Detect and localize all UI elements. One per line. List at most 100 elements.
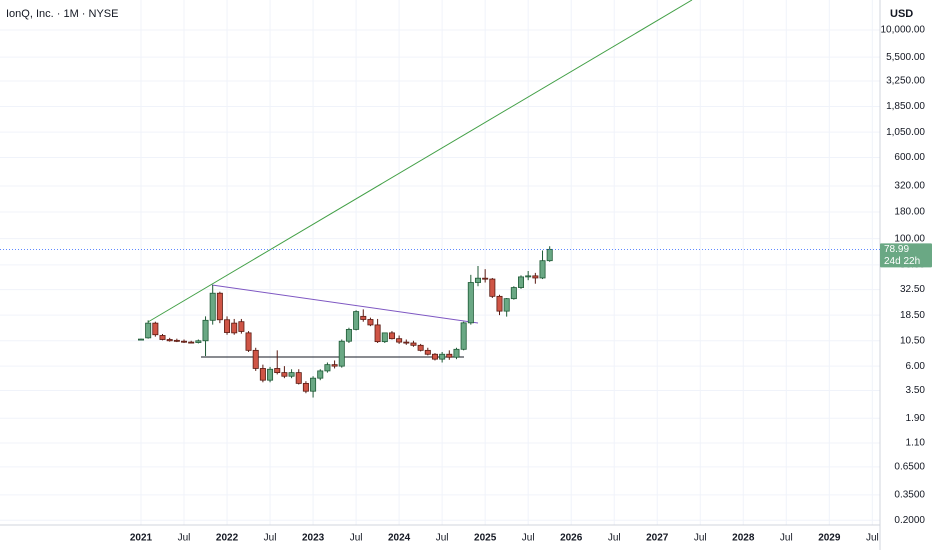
y-tick-label: 18.50 xyxy=(900,310,925,321)
candle-body xyxy=(338,340,345,367)
chart-title: IonQ, Inc. · 1M · NYSE xyxy=(6,8,118,20)
candle-body xyxy=(302,382,309,392)
price-label: 78.99 xyxy=(884,244,909,255)
candle-body xyxy=(403,341,410,344)
x-tick-label: 2029 xyxy=(818,533,841,544)
candle-body xyxy=(446,353,453,358)
candle-body xyxy=(345,328,352,342)
candle-body xyxy=(546,248,553,262)
candle-body xyxy=(317,370,324,379)
y-tick-label: 100.00 xyxy=(894,233,925,244)
candle-body xyxy=(159,335,166,340)
candle-body xyxy=(245,332,252,351)
candle-body xyxy=(532,275,539,279)
x-tick-label: 2023 xyxy=(302,533,325,544)
candle-body xyxy=(259,368,266,381)
candle-body xyxy=(331,364,338,367)
candle-body xyxy=(145,322,152,339)
y-tick-label: 3.50 xyxy=(906,385,926,396)
countdown-label: 24d 22h xyxy=(884,256,920,267)
candle-body xyxy=(510,287,517,300)
candle-body xyxy=(489,278,496,297)
candle-body xyxy=(353,311,360,330)
x-tick-label: Jul xyxy=(436,533,449,544)
y-tick-label: 32.50 xyxy=(900,284,925,295)
y-tick-label: 10.50 xyxy=(900,335,925,346)
candle-body xyxy=(381,332,388,343)
candle-body xyxy=(288,372,295,377)
candle-body xyxy=(173,339,180,342)
y-tick-label: 10,000.00 xyxy=(881,25,926,36)
y-tick-label: 0.3500 xyxy=(894,490,925,501)
candle-body xyxy=(467,282,474,324)
candle-body xyxy=(417,344,424,351)
candle-body xyxy=(166,339,173,342)
grid xyxy=(0,0,880,525)
candle-body xyxy=(195,340,202,343)
currency: USD xyxy=(890,8,913,20)
x-tick-label: 2021 xyxy=(130,533,153,544)
candle-body xyxy=(388,332,395,340)
candle-body xyxy=(231,322,238,334)
candle-body xyxy=(410,342,417,346)
candle-body xyxy=(360,315,367,320)
trend-line xyxy=(147,0,693,323)
candle-body xyxy=(525,275,532,278)
y-tick-label: 5,500.00 xyxy=(886,52,925,63)
candle-body xyxy=(439,353,446,360)
y-tick-label: 1,050.00 xyxy=(886,127,925,138)
candle-body xyxy=(396,338,403,343)
y-tick-label: 1,850.00 xyxy=(886,101,925,112)
candle-body xyxy=(431,353,438,360)
candle-body xyxy=(539,260,546,279)
trend-line xyxy=(211,284,479,324)
candle-body xyxy=(453,348,460,358)
candle-body xyxy=(209,292,216,321)
x-tick-label: Jul xyxy=(780,533,793,544)
candle-body xyxy=(202,319,209,342)
y-tick-label: 1.90 xyxy=(906,413,926,424)
x-tick-label: Jul xyxy=(694,533,707,544)
x-tick-label: 2028 xyxy=(732,533,755,544)
candle-body xyxy=(188,341,195,344)
y-tick-label: 6.00 xyxy=(906,361,926,372)
candle-body xyxy=(281,372,288,377)
y-tick-label: 3,250.00 xyxy=(886,76,925,87)
candle-body xyxy=(216,292,223,321)
x-tick-label: 2022 xyxy=(216,533,239,544)
y-tick-label: 0.6500 xyxy=(894,461,925,472)
candle-body xyxy=(424,349,431,355)
candle-body xyxy=(238,321,245,332)
candle-body xyxy=(474,277,481,283)
y-tick-label: 180.00 xyxy=(894,207,925,218)
x-tick-label: Jul xyxy=(522,533,535,544)
y-tick-label: 0.2000 xyxy=(894,515,925,526)
candle-body xyxy=(496,295,503,312)
candle-body xyxy=(224,319,231,333)
x-tick-label: 2025 xyxy=(474,533,497,544)
candle-body xyxy=(324,364,331,372)
x-tick-label: 2027 xyxy=(646,533,669,544)
x-tick-label: Jul xyxy=(866,533,879,544)
candle-body xyxy=(274,368,281,374)
candle-body xyxy=(503,298,510,312)
candle-body xyxy=(367,319,374,326)
candle-body xyxy=(518,276,525,288)
candle-body xyxy=(152,322,159,336)
candle-body xyxy=(460,322,467,350)
y-tick-label: 1.10 xyxy=(906,438,926,449)
candle-body xyxy=(482,277,489,280)
x-tick-label: Jul xyxy=(350,533,363,544)
candle-body xyxy=(181,340,188,343)
x-tick-label: Jul xyxy=(178,533,191,544)
candle-body xyxy=(295,372,302,384)
y-tick-label: 600.00 xyxy=(894,152,925,163)
candle-body xyxy=(310,377,317,392)
candles xyxy=(137,246,553,398)
candle-body xyxy=(137,338,144,341)
x-tick-label: 2024 xyxy=(388,533,411,544)
candle-body xyxy=(267,368,274,381)
